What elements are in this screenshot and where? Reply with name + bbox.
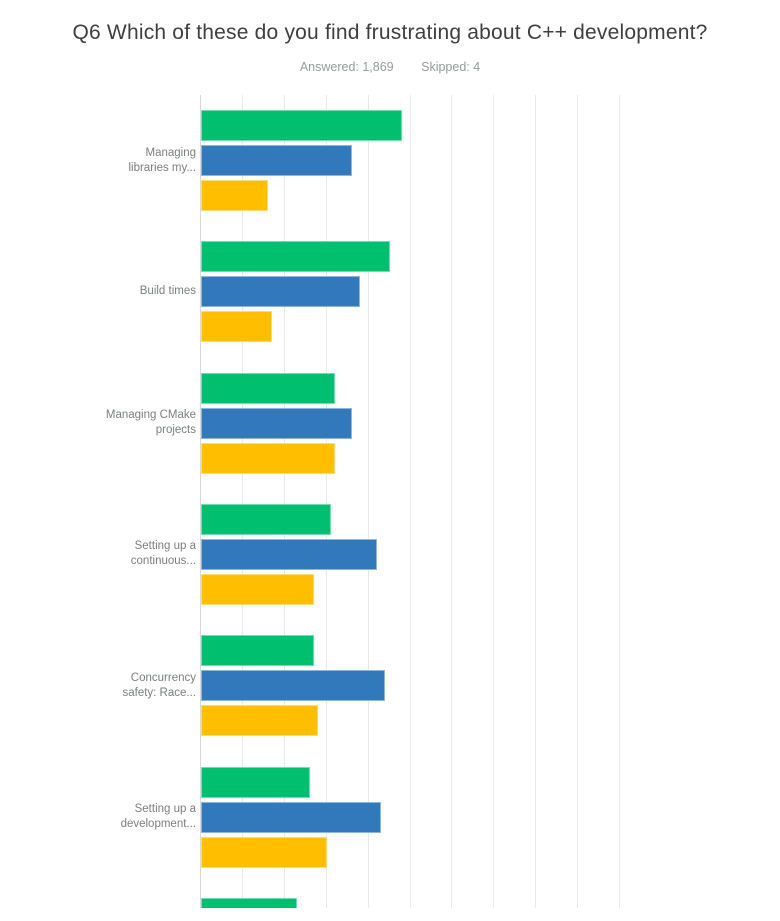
category-label-line: Concurrency (130, 671, 196, 684)
bar-series-green (201, 766, 310, 798)
bar-series-yellow (201, 311, 273, 343)
category-label: Build times (56, 241, 196, 342)
answered-count: Answered: 1,869 (299, 60, 394, 74)
bar-series-yellow (201, 573, 315, 605)
bar-series-yellow (201, 442, 336, 474)
category-label: Managing CMake projects (56, 373, 196, 474)
bar-series-green (201, 241, 390, 273)
category-label-line: continuous... (130, 555, 196, 568)
category-label-line: development... (120, 818, 196, 830)
x-gridline (325, 95, 327, 908)
bar-series-blue (201, 538, 377, 570)
bar-series-yellow (201, 705, 319, 737)
bar-series-green (201, 110, 403, 141)
bar-series-green (201, 372, 336, 404)
x-gridline (283, 95, 285, 908)
x-gridline (619, 95, 620, 908)
x-gridline (493, 95, 495, 908)
category-label-line: Build times (139, 285, 196, 298)
x-gridline (577, 95, 579, 908)
bar-series-blue (201, 407, 352, 439)
response-stats: Answered: 1,869 Skipped: 4 (0, 60, 780, 74)
bar-series-blue (201, 276, 361, 308)
category-label: Managing libraries my... (56, 110, 196, 211)
x-gridline (241, 95, 243, 908)
category-label-line: safety: Race... (122, 686, 196, 699)
category-label-line: Managing (145, 146, 196, 159)
bar-series-blue (201, 145, 352, 176)
bar-series-green (201, 503, 331, 535)
category-label-line: projects (155, 424, 196, 437)
bar-series-green (201, 897, 298, 908)
category-label: Setting up a continuous... (56, 504, 196, 605)
question-title: Q6 Which of these do you find frustratin… (72, 21, 708, 44)
bar-series-green (201, 635, 315, 667)
bar-series-blue (201, 670, 386, 702)
x-gridline (409, 95, 411, 908)
bar-series-blue (201, 801, 382, 833)
bar-series-yellow (201, 180, 269, 211)
category-label-line: Managing CMake (105, 409, 196, 422)
x-gridline (451, 95, 453, 908)
category-label: Concurrency safety: Race... (56, 635, 196, 736)
category-label-line: libraries my... (128, 161, 196, 174)
x-gridline (535, 95, 537, 908)
bar-series-yellow (201, 836, 327, 868)
x-gridline (367, 95, 369, 908)
category-label-line: Setting up a (134, 803, 196, 815)
skipped-count: Skipped: 4 (421, 60, 481, 74)
y-axis-line (200, 95, 201, 908)
plot-area: Managing libraries my... Build times Managi… (0, 95, 780, 908)
category-label-line: Setting up a (134, 540, 196, 553)
category-label: Setting up a development... (56, 767, 196, 868)
